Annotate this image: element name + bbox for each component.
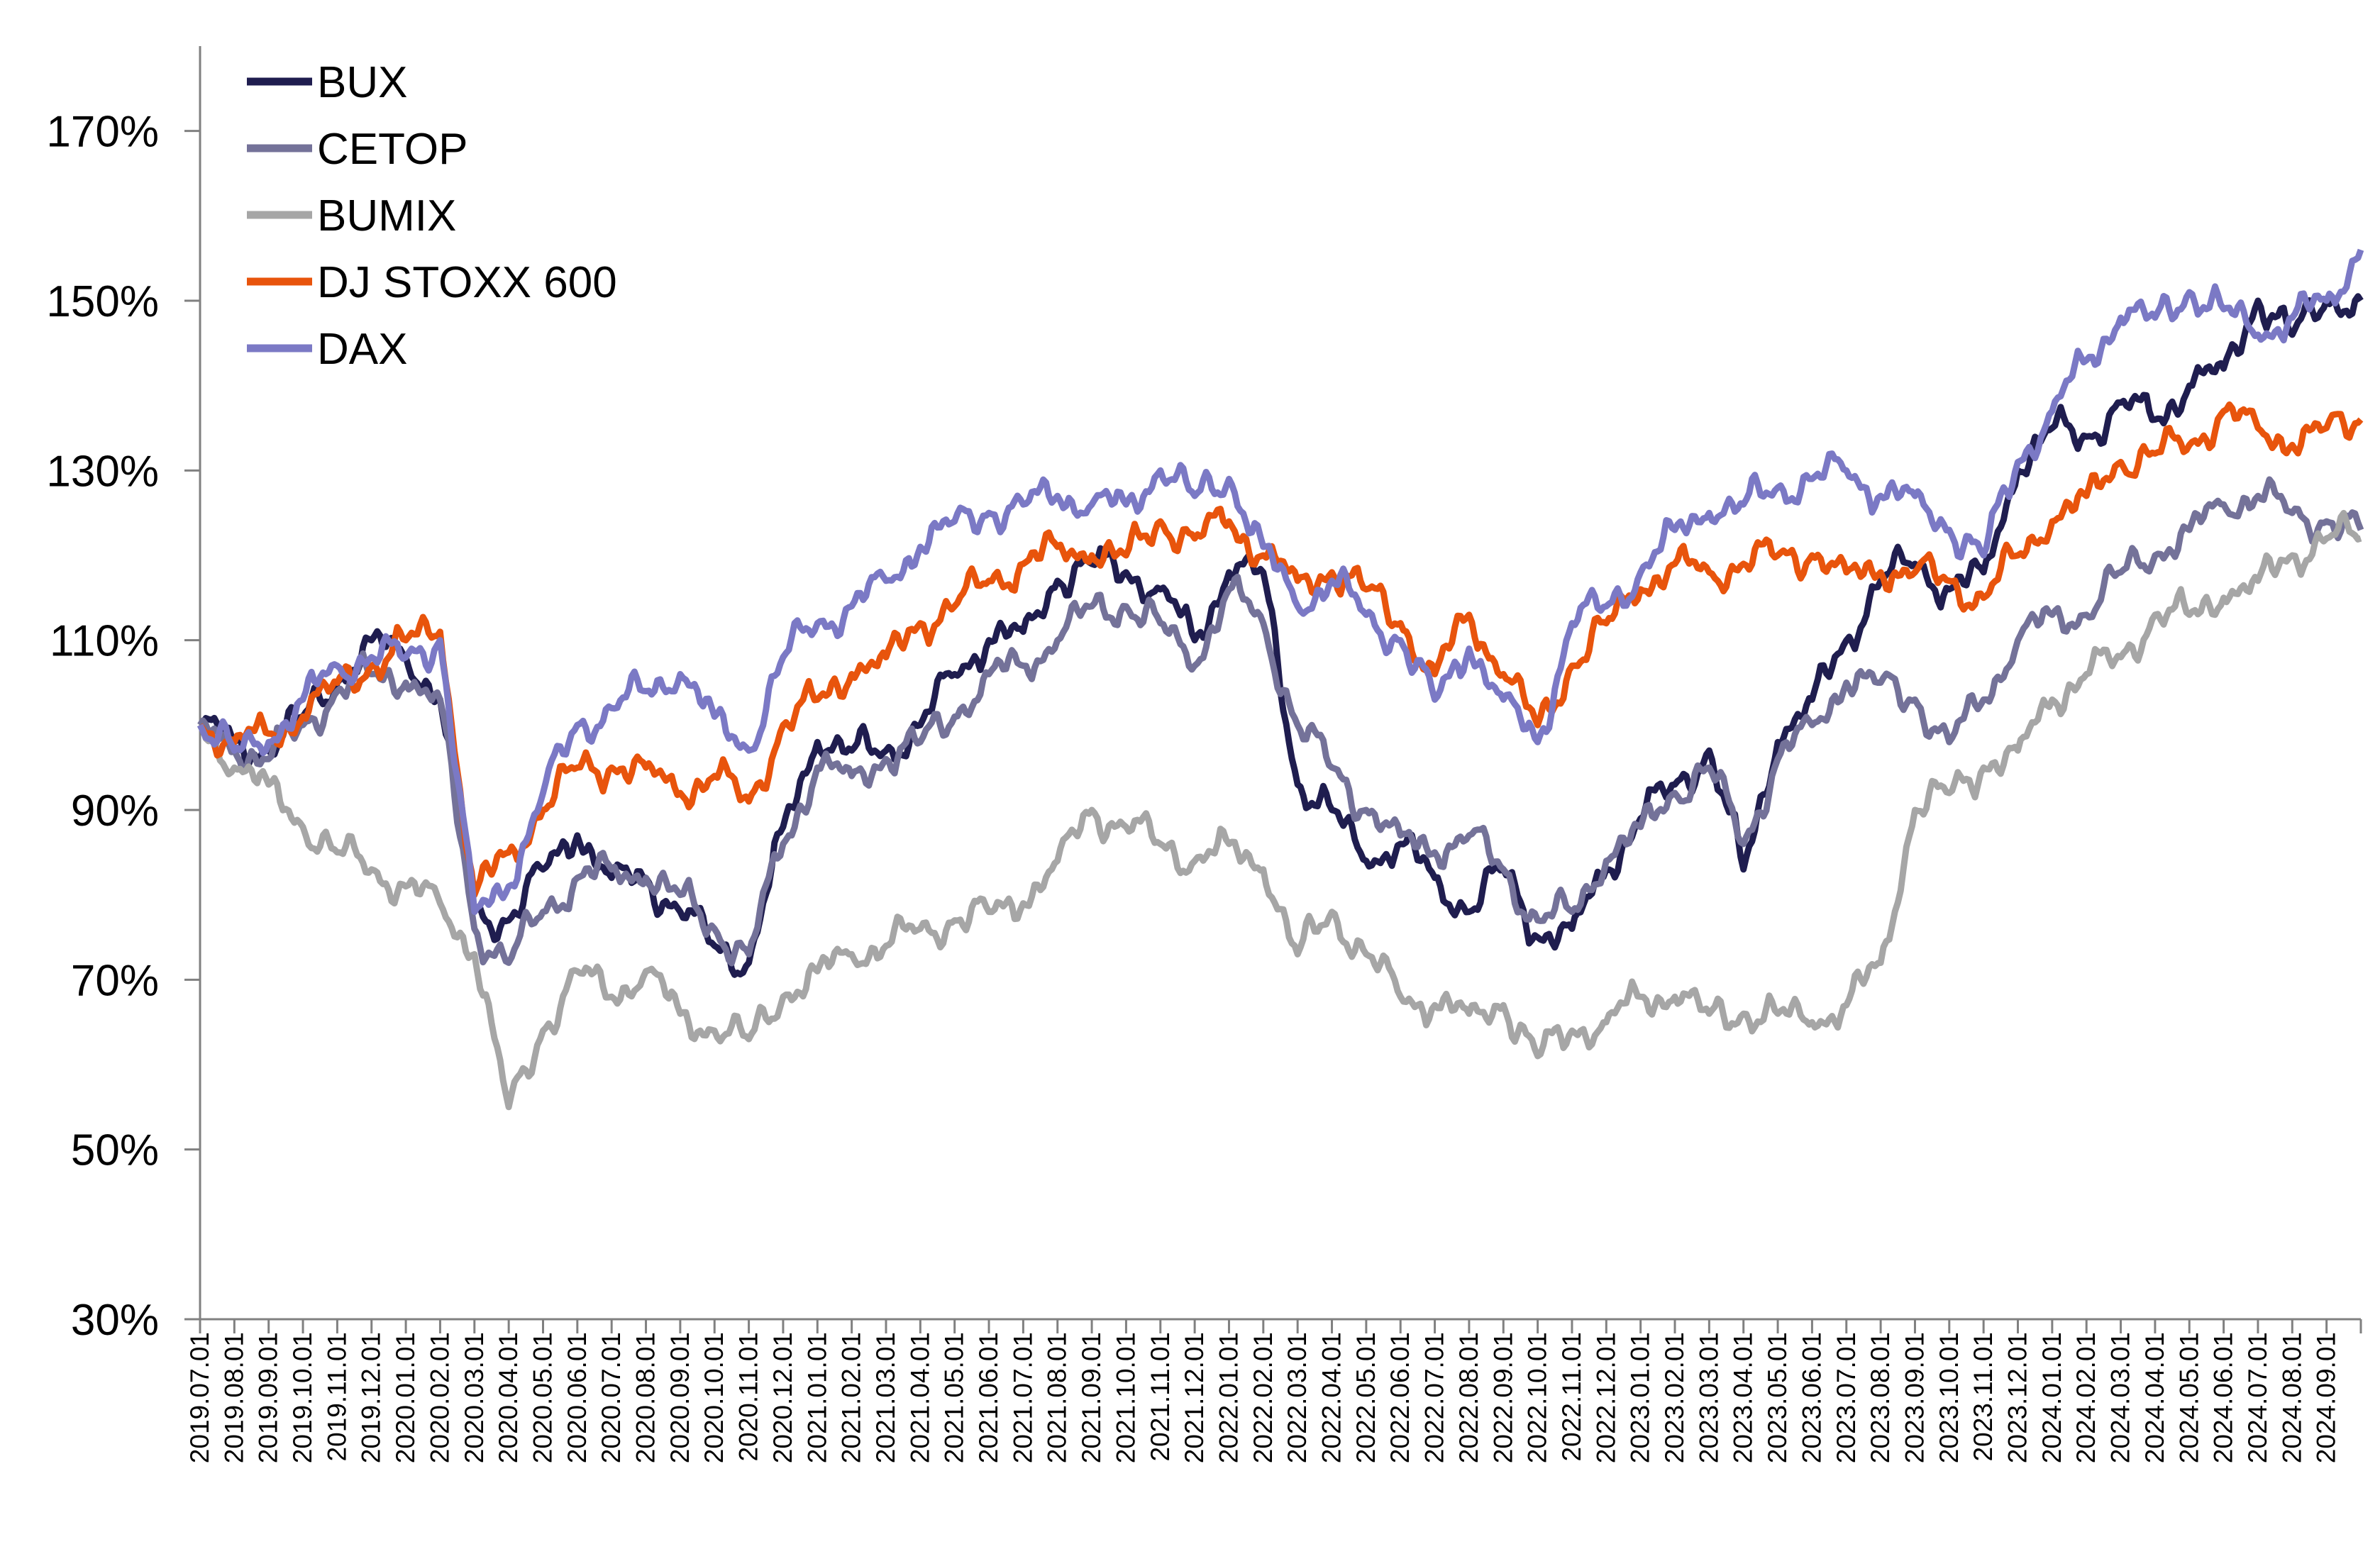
x-tick-label: 2020.02.01 bbox=[425, 1332, 454, 1463]
x-tick-label: 2020.06.01 bbox=[563, 1332, 592, 1463]
x-tick-label: 2021.04.01 bbox=[905, 1332, 934, 1463]
x-tick-label: 2020.03.01 bbox=[460, 1332, 489, 1463]
y-tick-label: 150% bbox=[46, 277, 159, 326]
x-tick-label: 2023.12.01 bbox=[2003, 1332, 2032, 1463]
x-tick-label: 2020.05.01 bbox=[528, 1332, 557, 1463]
x-tick-label: 2023.01.01 bbox=[1626, 1332, 1655, 1463]
x-tick-label: 2019.09.01 bbox=[254, 1332, 283, 1463]
x-tick-label: 2022.08.01 bbox=[1454, 1332, 1483, 1463]
x-tick-label: 2020.12.01 bbox=[768, 1332, 797, 1463]
x-tick-label: 2023.11.01 bbox=[1969, 1332, 1998, 1461]
x-tick-label: 2024.06.01 bbox=[2209, 1332, 2238, 1463]
y-axis-ticks: 30% 50% 70% 90% 110% 130% 150% 170% bbox=[46, 108, 200, 1345]
x-tick-label: 2019.12.01 bbox=[357, 1332, 386, 1463]
x-tick-label: 2019.10.01 bbox=[288, 1332, 317, 1463]
legend-label: DAX bbox=[317, 325, 407, 374]
x-tick-label: 2020.10.01 bbox=[699, 1332, 729, 1463]
x-tick-label: 2022.12.01 bbox=[1591, 1332, 1620, 1463]
x-tick-label: 2020.11.01 bbox=[734, 1332, 763, 1461]
x-tick-label: 2021.06.01 bbox=[974, 1332, 1003, 1463]
x-tick-label: 2020.09.01 bbox=[665, 1332, 694, 1463]
x-tick-label: 2021.05.01 bbox=[940, 1332, 969, 1463]
series-line-bumix bbox=[197, 509, 2362, 1111]
y-tick-label: 90% bbox=[71, 787, 159, 836]
x-tick-label: 2023.07.01 bbox=[1832, 1332, 1861, 1463]
x-tick-label: 2022.07.01 bbox=[1420, 1332, 1449, 1463]
y-tick-label: 130% bbox=[46, 447, 159, 496]
series-lines bbox=[197, 248, 2364, 1111]
x-tick-label: 2023.10.01 bbox=[1935, 1332, 1964, 1463]
series-line-dj-stoxx-600 bbox=[197, 401, 2364, 899]
legend-label: CETOP bbox=[317, 125, 467, 174]
x-tick-label: 2024.08.01 bbox=[2277, 1332, 2306, 1463]
x-tick-label: 2023.06.01 bbox=[1797, 1332, 1826, 1463]
x-tick-label: 2024.01.01 bbox=[2037, 1332, 2066, 1463]
legend-label: BUX bbox=[317, 58, 407, 107]
legend: BUX CETOP BUMIX DJ STOXX 600 DAX bbox=[247, 58, 617, 374]
x-tick-label: 2020.07.01 bbox=[597, 1332, 626, 1463]
y-tick-label: 110% bbox=[50, 617, 159, 666]
x-tick-label: 2021.02.01 bbox=[837, 1332, 866, 1463]
x-tick-label: 2024.02.01 bbox=[2071, 1332, 2101, 1463]
series-line-bux bbox=[197, 293, 2364, 978]
series-line-cetop bbox=[197, 476, 2364, 967]
x-tick-label: 2021.12.01 bbox=[1180, 1332, 1209, 1463]
x-tick-label: 2023.03.01 bbox=[1694, 1332, 1723, 1463]
x-tick-label: 2021.01.01 bbox=[802, 1332, 831, 1463]
x-tick-label: 2024.09.01 bbox=[2312, 1332, 2341, 1463]
x-tick-label: 2020.04.01 bbox=[494, 1332, 523, 1463]
x-tick-label: 2022.10.01 bbox=[1523, 1332, 1552, 1463]
x-axis-ticks: 2019.07.01 2019.08.01 2019.09.01 2019.10.01… bbox=[185, 1319, 2362, 1463]
x-tick-label: 2022.06.01 bbox=[1385, 1332, 1415, 1463]
x-tick-label: 2022.04.01 bbox=[1317, 1332, 1346, 1463]
x-tick-label: 2022.11.01 bbox=[1557, 1332, 1586, 1461]
x-tick-label: 2022.01.01 bbox=[1214, 1332, 1243, 1463]
x-tick-label: 2020.08.01 bbox=[631, 1332, 660, 1463]
series-line-dax bbox=[197, 248, 2364, 916]
x-tick-label: 2019.11.01 bbox=[322, 1332, 351, 1461]
x-tick-label: 2022.03.01 bbox=[1283, 1332, 1312, 1463]
x-tick-label: 2021.11.01 bbox=[1146, 1332, 1175, 1461]
x-tick-label: 2021.03.01 bbox=[871, 1332, 900, 1463]
x-tick-label: 2023.08.01 bbox=[1866, 1332, 1895, 1463]
x-tick-label: 2021.09.01 bbox=[1077, 1332, 1106, 1463]
x-tick-label: 2023.04.01 bbox=[1729, 1332, 1758, 1463]
x-tick-label: 2019.08.01 bbox=[219, 1332, 248, 1463]
x-tick-label: 2023.05.01 bbox=[1763, 1332, 1792, 1463]
legend-label: BUMIX bbox=[317, 192, 456, 240]
x-tick-label: 2024.04.01 bbox=[2140, 1332, 2169, 1463]
x-tick-label: 2019.07.01 bbox=[185, 1332, 214, 1463]
x-tick-label: 2022.02.01 bbox=[1249, 1332, 1278, 1463]
x-tick-label: 2023.09.01 bbox=[1900, 1332, 1929, 1463]
x-tick-label: 2021.07.01 bbox=[1008, 1332, 1037, 1463]
x-tick-label: 2021.10.01 bbox=[1111, 1332, 1140, 1463]
y-tick-label: 30% bbox=[71, 1296, 159, 1345]
y-tick-label: 50% bbox=[71, 1126, 159, 1175]
x-tick-label: 2024.05.01 bbox=[2174, 1332, 2203, 1463]
y-tick-label: 170% bbox=[46, 108, 159, 157]
legend-label: DJ STOXX 600 bbox=[317, 258, 617, 307]
x-tick-label: 2021.08.01 bbox=[1043, 1332, 1072, 1463]
x-tick-label: 2024.03.01 bbox=[2106, 1332, 2135, 1463]
x-tick-label: 2022.09.01 bbox=[1488, 1332, 1517, 1463]
x-tick-label: 2023.02.01 bbox=[1660, 1332, 1689, 1463]
x-tick-label: 2022.05.01 bbox=[1351, 1332, 1380, 1463]
y-tick-label: 70% bbox=[71, 956, 159, 1005]
x-tick-label: 2024.07.01 bbox=[2243, 1332, 2272, 1463]
x-tick-label: 2020.01.01 bbox=[391, 1332, 420, 1463]
